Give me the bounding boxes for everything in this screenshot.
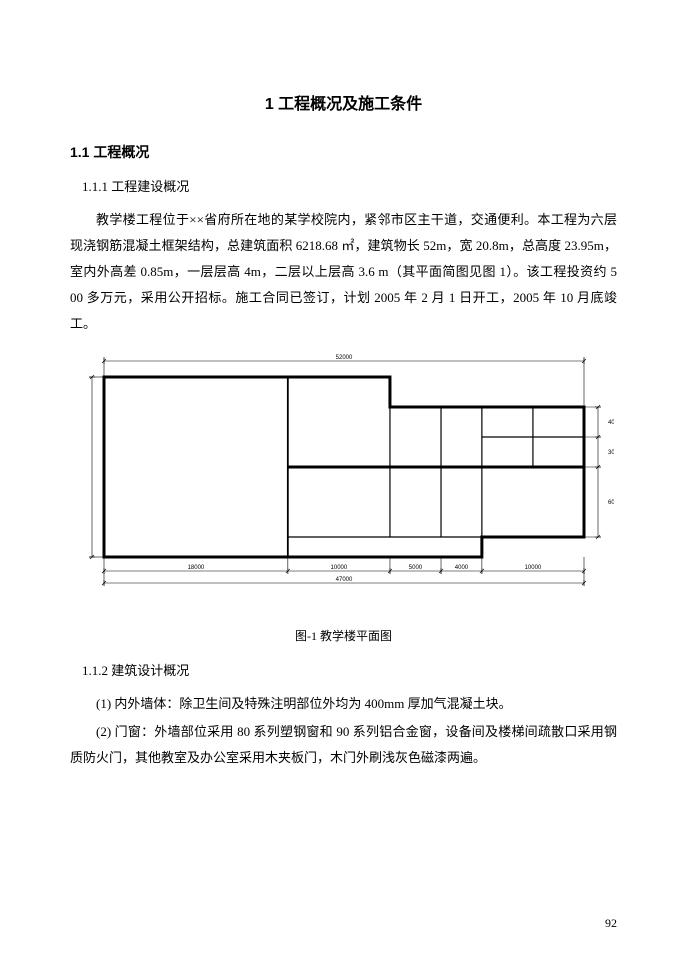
svg-text:4000: 4000 [454, 565, 468, 571]
svg-text:52000: 52000 [335, 355, 352, 361]
heading-1-1: 1.1 工程概况 [70, 142, 617, 162]
paragraph-doors: (2) 门窗：外墙部位采用 80 系列塑钢窗和 90 系列铝合金窗，设备间及楼梯… [70, 719, 617, 771]
paragraph-overview: 教学楼工程位于××省府所在地的某学校院内，紧邻市区主干道，交通便利。本工程为六层… [70, 207, 617, 337]
heading-1-1-2: 1.1.2 建筑设计概况 [70, 660, 617, 679]
svg-text:47000: 47000 [335, 577, 352, 583]
svg-text:6000: 6000 [608, 500, 614, 506]
floor-plan-svg: 52000 18000 10000 5000 4000 10000 47000 4000 300… [74, 347, 614, 597]
svg-text:4000: 4000 [608, 420, 614, 426]
svg-text:3000: 3000 [608, 450, 614, 456]
chapter-title: 1 工程概况及施工条件 [70, 90, 617, 114]
figure-plan: 52000 18000 10000 5000 4000 10000 47000 4000 300… [74, 347, 614, 597]
svg-text:10000: 10000 [330, 565, 347, 571]
figure-caption: 图-1 教学楼平面图 [70, 627, 617, 644]
heading-1-1-1: 1.1.1 工程建设概况 [70, 176, 617, 195]
svg-text:18000: 18000 [187, 565, 204, 571]
paragraph-walls: (1) 内外墙体：除卫生间及特殊注明部位外均为 400mm 厚加气混凝土块。 [70, 691, 617, 717]
svg-text:10000: 10000 [524, 565, 541, 571]
svg-text:5000: 5000 [408, 565, 422, 571]
page-number: 92 [605, 916, 617, 931]
